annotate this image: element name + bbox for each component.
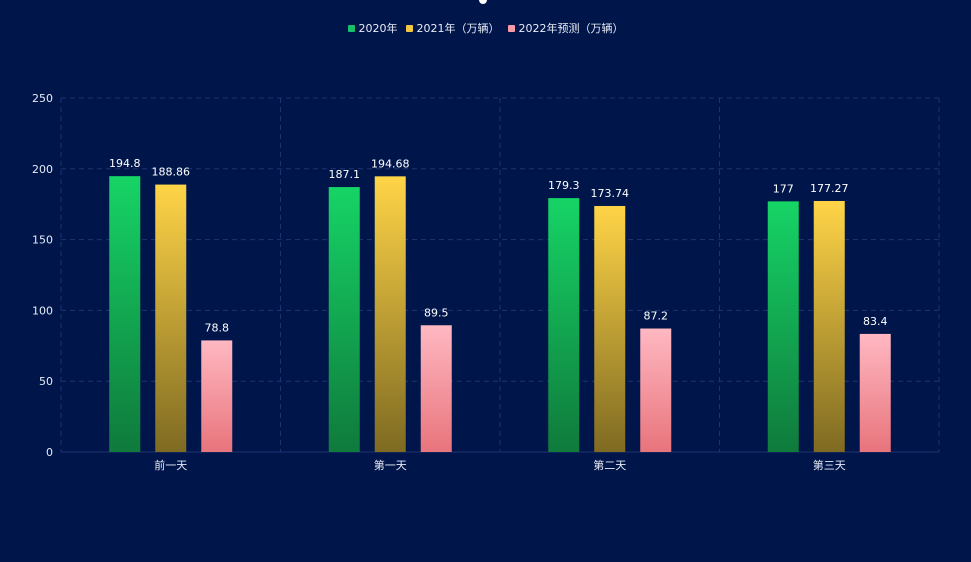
bar[interactable]	[109, 176, 141, 452]
bar[interactable]	[594, 205, 626, 452]
legend-item-2020[interactable]: 2020年	[347, 20, 398, 36]
data-label: 179.3	[548, 179, 580, 192]
x-tick-label: 第一天	[374, 458, 407, 472]
axes: 0 50 100 150 200 250 前一天 第一天 第二天 第三天	[32, 92, 846, 472]
bar[interactable]	[640, 328, 672, 452]
data-label: 87.2	[644, 310, 669, 323]
data-labels: 194.8 188.86 78.8 187.1 194.68 89.5 179.3 173.7…	[109, 157, 888, 334]
legend-label-2020: 2020年	[358, 22, 398, 35]
bar[interactable]	[813, 200, 845, 452]
y-tick-label: 50	[39, 375, 53, 388]
legend-item-2021[interactable]: 2021年（万辆）	[405, 20, 500, 36]
legend-swatch-2021	[405, 24, 413, 32]
legend-swatch-2020	[347, 24, 355, 32]
data-label: 177.27	[810, 182, 849, 195]
grid	[60, 97, 940, 453]
bar[interactable]	[859, 333, 891, 452]
x-tick-label: 第二天	[593, 458, 626, 472]
y-tick-label: 150	[32, 234, 53, 247]
bar[interactable]	[548, 198, 580, 452]
data-label: 173.74	[591, 187, 630, 200]
bar[interactable]	[420, 325, 452, 452]
x-tick-label: 第三天	[813, 458, 846, 472]
data-label: 194.68	[371, 157, 410, 170]
bar[interactable]	[767, 201, 799, 452]
y-tick-label: 250	[32, 92, 53, 105]
x-tick-label: 前一天	[154, 458, 187, 472]
bars	[109, 176, 891, 453]
data-label: 83.4	[863, 315, 888, 328]
bar[interactable]	[155, 184, 187, 453]
data-label: 188.86	[152, 166, 191, 179]
title-dot	[479, 0, 487, 4]
y-tick-label: 200	[32, 163, 53, 176]
y-tick-label: 0	[46, 446, 53, 459]
legend-label-2022: 2022年预测（万辆）	[518, 22, 624, 35]
legend-swatch-2022	[507, 24, 515, 32]
legend-item-2022[interactable]: 2022年预测（万辆）	[507, 20, 624, 36]
data-label: 187.1	[329, 168, 361, 181]
legend-label-2021: 2021年（万辆）	[416, 22, 500, 35]
data-label: 78.8	[205, 321, 230, 334]
bar[interactable]	[201, 340, 233, 452]
y-tick-label: 100	[32, 304, 53, 317]
data-label: 89.5	[424, 306, 449, 319]
legend: 2020年 2021年（万辆） 2022年预测（万辆）	[0, 20, 971, 36]
bar[interactable]	[374, 176, 406, 452]
bar[interactable]	[328, 187, 360, 452]
data-label: 194.8	[109, 157, 141, 170]
data-label: 177	[773, 182, 794, 195]
